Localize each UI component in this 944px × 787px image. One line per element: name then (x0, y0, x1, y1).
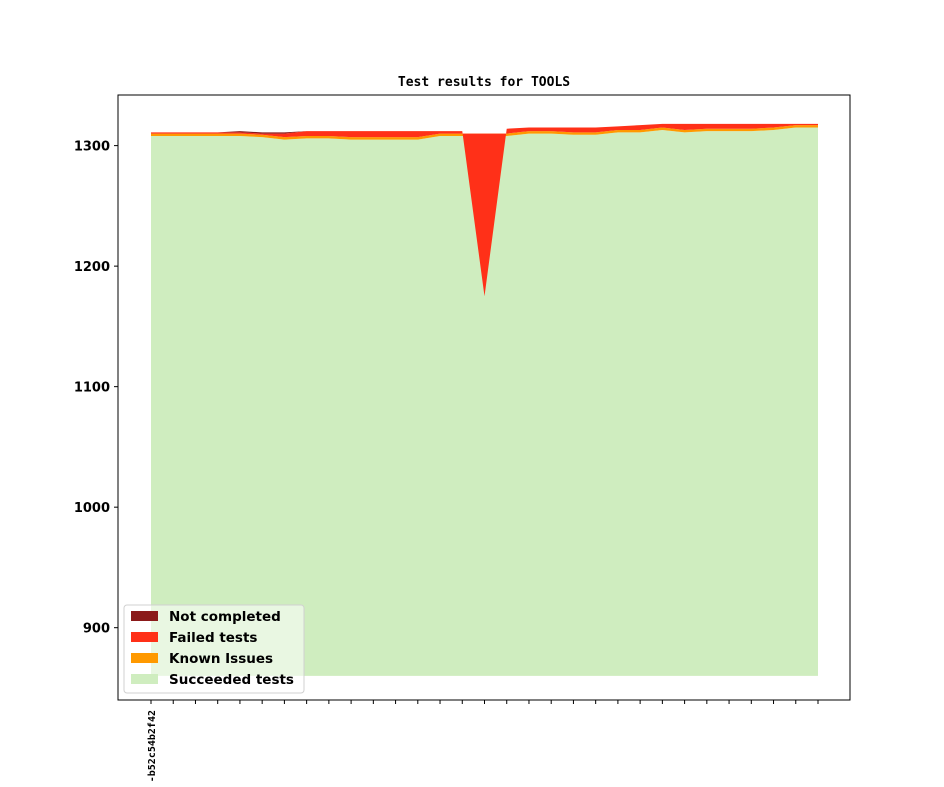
legend-label: Succeeded tests (169, 672, 294, 688)
legend-label: Failed tests (169, 630, 257, 646)
legend-label: Not completed (169, 609, 281, 625)
area-known-issues (151, 125, 818, 140)
y-tick-label: 1300 (74, 140, 110, 155)
y-tick-label: 1000 (74, 501, 110, 516)
legend-box (123, 604, 305, 694)
area-failed-tests (151, 123, 818, 297)
y-tick-label: 1100 (74, 381, 110, 396)
legend: Not completed Failed tests Known Issues Suc… (123, 604, 305, 694)
y-axis: 900 1000 1100 1200 1300 (74, 140, 118, 637)
x-axis: -b52c54b2f42 (147, 700, 819, 782)
y-tick-label: 900 (83, 622, 110, 637)
y-tick-label: 1200 (74, 260, 110, 275)
chart-title: Test results for TOOLS (398, 75, 570, 90)
x-tick-label: -b52c54b2f42 (147, 710, 158, 782)
legend-swatch (131, 674, 158, 684)
legend-label: Known Issues (169, 651, 273, 667)
area-succeeded-tests (151, 127, 818, 676)
legend-swatch (131, 653, 158, 663)
stacked-areas (151, 123, 818, 676)
legend-swatch (131, 632, 158, 642)
legend-swatch (131, 611, 158, 621)
